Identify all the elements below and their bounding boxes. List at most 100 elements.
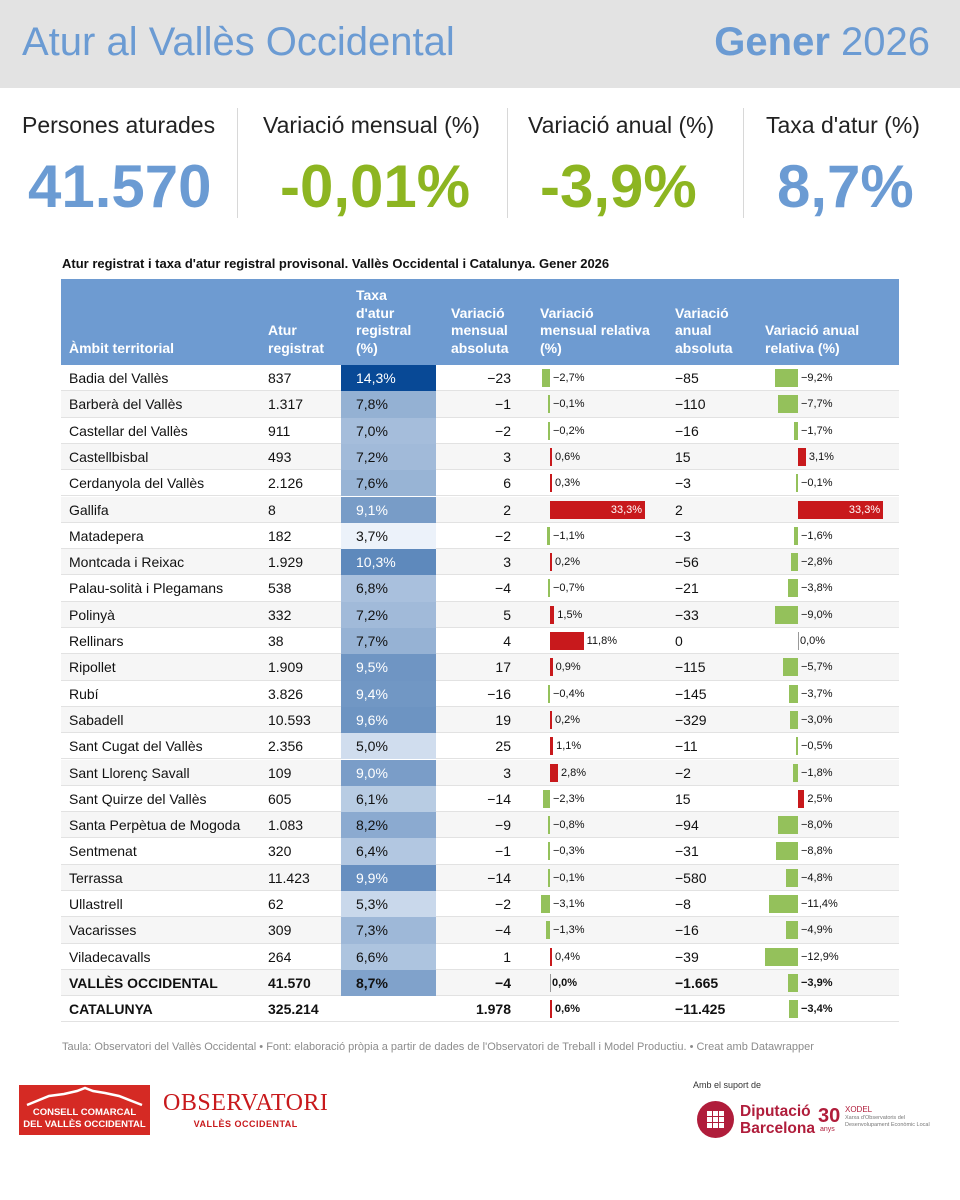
table-title: Atur registrat i taxa d'atur registral p… bbox=[62, 256, 610, 271]
cell-anual-abs: −8 bbox=[675, 896, 691, 912]
kpi-persones-aturades: Persones aturades 41.570 bbox=[0, 100, 238, 225]
bar-value-label: −7,7% bbox=[801, 398, 833, 411]
cell-taxa: 9,9% bbox=[341, 864, 436, 891]
bar-negative bbox=[790, 553, 798, 572]
kpi-label: Variació mensual (%) bbox=[263, 112, 480, 138]
bar-positive bbox=[550, 605, 555, 624]
cell-taxa: 9,4% bbox=[341, 680, 436, 707]
cell-ambit: Sant Llorenç Savall bbox=[69, 764, 190, 781]
cell-anual-abs: −3 bbox=[675, 527, 691, 544]
cell-anual-abs: −580 bbox=[675, 869, 707, 886]
bar-value-label: 0,0% bbox=[552, 976, 578, 989]
bar-value-label: −0,4% bbox=[553, 687, 585, 700]
page-title: Atur al Vallès Occidental bbox=[22, 20, 455, 64]
bar-value-label: −3,9% bbox=[801, 976, 833, 989]
cell-anual-abs: −145 bbox=[675, 685, 707, 702]
cell-taxa: 7,3% bbox=[341, 917, 436, 944]
cell-ambit: Santa Perpètua de Mogoda bbox=[69, 817, 241, 834]
bar-positive bbox=[550, 632, 584, 650]
cell-taxa: 9,1% bbox=[341, 496, 436, 523]
cell-atur: 1.083 bbox=[268, 817, 304, 834]
bar-negative bbox=[546, 921, 550, 940]
cell-taxa: 7,6% bbox=[341, 470, 436, 497]
bar-negative bbox=[793, 421, 798, 440]
cell-mensual-abs: 1 bbox=[503, 948, 511, 965]
bar-value-label: 0,2% bbox=[555, 713, 581, 726]
cell-anual-abs: −94 bbox=[675, 817, 699, 834]
cell-atur: 1.909 bbox=[268, 659, 304, 676]
cell-atur: 264 bbox=[268, 948, 292, 965]
xodel-anys: anys bbox=[820, 1126, 835, 1133]
cell-atur: 325.214 bbox=[268, 1001, 319, 1018]
bar-negative bbox=[768, 895, 798, 913]
cell-mensual-abs: 25 bbox=[495, 738, 511, 755]
bar-value-label: 0,4% bbox=[555, 950, 581, 963]
bar-value-label: −0,1% bbox=[553, 871, 585, 884]
table-row: Terrassa 11.423 9,9% −14 −580 −0,1% −4,8% bbox=[61, 864, 899, 891]
bar-negative bbox=[765, 947, 798, 966]
cell-taxa: 6,8% bbox=[341, 575, 436, 602]
cell-atur: 8 bbox=[268, 501, 276, 518]
bar-zero bbox=[798, 632, 799, 650]
bar-value-label: 1,1% bbox=[556, 740, 582, 753]
xodel-sub: Xarxa d'Observatoris del Desenvolupament… bbox=[845, 1115, 930, 1129]
kpi-label: Taxa d'atur (%) bbox=[766, 112, 920, 138]
cell-ambit: Sentmenat bbox=[69, 843, 137, 860]
bar-value-label: −0,1% bbox=[553, 398, 585, 411]
kpi-variacio-anual: Variació anual (%) -3,9% bbox=[508, 100, 744, 225]
diputacio-line2: Barcelona bbox=[740, 1120, 815, 1137]
kpi-taxa-atur: Taxa d'atur (%) 8,7% bbox=[744, 100, 960, 225]
xodel-30: 30 bbox=[818, 1105, 841, 1127]
cell-taxa: 5,3% bbox=[341, 891, 436, 918]
bar-value-label: −1,6% bbox=[801, 529, 833, 542]
bar-value-label: −3,4% bbox=[801, 1003, 833, 1016]
cell-mensual-abs: 3 bbox=[503, 448, 511, 465]
xodel-sub1: Xarxa d'Observatoris del bbox=[845, 1115, 906, 1121]
table-row: VALLÈS OCCIDENTAL 41.570 8,7% −4 −1.665 0,0% −… bbox=[61, 969, 899, 997]
bar-positive bbox=[798, 500, 883, 519]
cell-mensual-abs: −14 bbox=[487, 869, 511, 886]
bar-positive bbox=[550, 763, 558, 782]
table-row: Sentmenat 320 6,4% −1 −31 −0,3% −8,8% bbox=[61, 838, 899, 865]
bar-value-label: −11,4% bbox=[801, 898, 838, 910]
cell-taxa: 14,3% bbox=[341, 365, 436, 392]
cell-anual-abs: −21 bbox=[675, 580, 699, 597]
source-note: Taula: Observatori del Vallès Occidental… bbox=[62, 1041, 814, 1053]
cell-anual-abs: −16 bbox=[675, 422, 699, 439]
bar-value-label: −1,1% bbox=[553, 529, 585, 542]
bar-value-label: −0,5% bbox=[801, 740, 833, 753]
table-row: Sabadell 10.593 9,6% 19 −329 0,2% −3,0% bbox=[61, 706, 899, 734]
cell-ambit: Gallifa bbox=[69, 501, 109, 518]
cell-anual-abs: −3 bbox=[675, 475, 691, 492]
bar-negative bbox=[543, 789, 550, 808]
cell-ambit: VALLÈS OCCIDENTAL bbox=[69, 974, 218, 991]
cell-taxa: 7,8% bbox=[341, 391, 436, 418]
cell-anual-abs: −16 bbox=[675, 922, 699, 939]
cell-anual-abs: −2 bbox=[675, 764, 691, 781]
cell-anual-abs: −31 bbox=[675, 843, 699, 860]
bar-positive bbox=[550, 500, 645, 519]
bar-negative bbox=[775, 605, 798, 624]
bar-value-label: −0,7% bbox=[553, 582, 585, 595]
bar-negative bbox=[778, 395, 798, 414]
bar-positive bbox=[550, 447, 552, 466]
cell-atur: 41.570 bbox=[268, 974, 311, 991]
bar-negative bbox=[775, 842, 798, 861]
cell-taxa: 7,2% bbox=[341, 443, 436, 471]
cell-mensual-abs: −4 bbox=[495, 974, 511, 991]
cell-ambit: Castellar del Vallès bbox=[69, 422, 188, 439]
cell-mensual-abs: 17 bbox=[495, 659, 511, 676]
bar-value-label: 11,8% bbox=[586, 635, 617, 647]
cell-ambit: Ullastrell bbox=[69, 896, 123, 912]
bar-value-label: −0,8% bbox=[553, 819, 585, 832]
table-row: Rellinars 38 7,7% 4 0 11,8% 0,0% bbox=[61, 628, 899, 655]
cell-atur: 2.126 bbox=[268, 475, 304, 492]
bar-negative bbox=[796, 474, 798, 493]
col-header-mensual-rel: Variació mensual relativa (%) bbox=[540, 304, 650, 356]
bar-value-label: 2,5% bbox=[807, 792, 833, 805]
period-year: 2026 bbox=[841, 20, 930, 64]
bar-negative bbox=[542, 369, 550, 387]
table-row: Cerdanyola del Vallès 2.126 7,6% 6 −3 0,3% −0,… bbox=[61, 470, 899, 497]
cell-anual-abs: 15 bbox=[675, 790, 691, 807]
kpi-value: 8,7% bbox=[777, 153, 914, 220]
